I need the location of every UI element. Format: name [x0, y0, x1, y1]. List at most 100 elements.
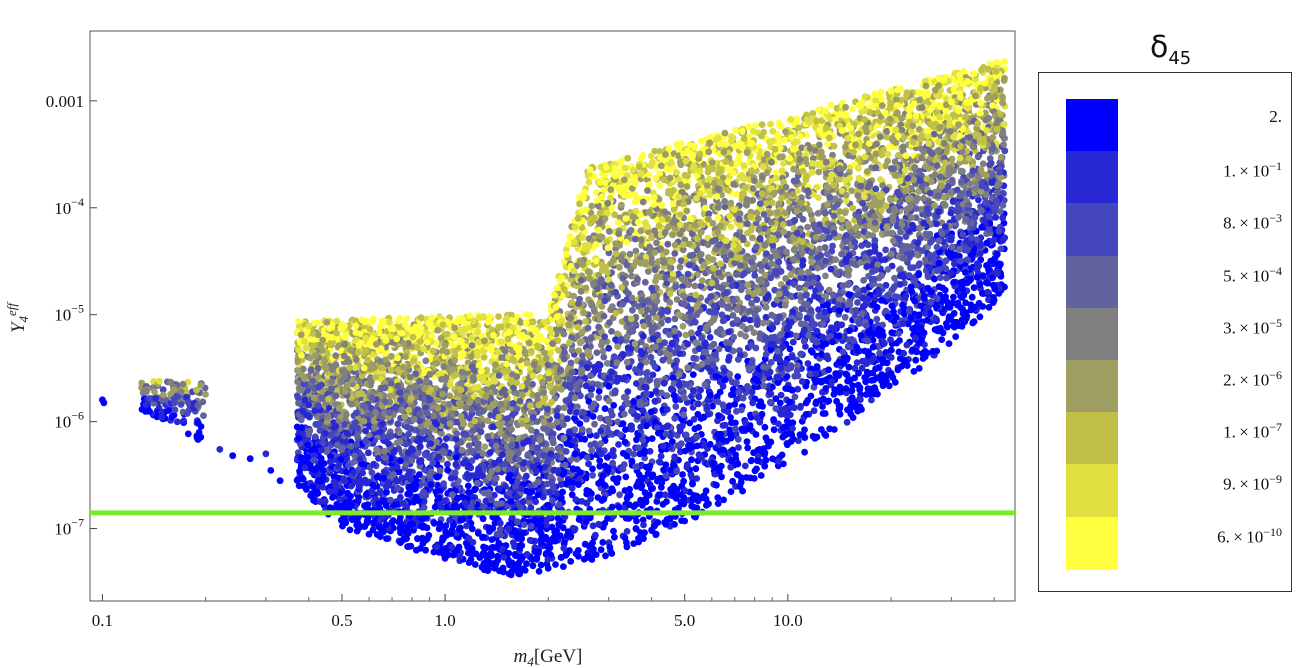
- data-point: [803, 131, 810, 139]
- data-point: [743, 240, 751, 248]
- data-point: [808, 168, 816, 176]
- data-point: [783, 331, 791, 339]
- data-point: [879, 321, 886, 329]
- data-point: [758, 121, 766, 128]
- data-point: [727, 199, 735, 207]
- data-point: [794, 385, 802, 393]
- data-point: [635, 444, 643, 452]
- data-point: [622, 473, 630, 481]
- data-point: [634, 218, 642, 226]
- data-point: [698, 277, 706, 284]
- data-point: [560, 563, 567, 570]
- data-point: [703, 501, 710, 509]
- data-point: [882, 246, 889, 254]
- data-point: [717, 222, 724, 230]
- data-point: [733, 190, 740, 198]
- data-point: [655, 491, 663, 499]
- data-point: [355, 493, 363, 501]
- data-point: [695, 393, 703, 401]
- data-point: [363, 517, 371, 524]
- data-point: [884, 266, 892, 273]
- data-point: [729, 477, 736, 485]
- data-point: [666, 351, 674, 359]
- data-point: [779, 433, 787, 441]
- data-point: [714, 500, 722, 507]
- data-point: [819, 233, 827, 241]
- data-point: [649, 371, 657, 379]
- data-point: [606, 543, 614, 551]
- data-point: [610, 256, 617, 264]
- data-point: [577, 392, 584, 400]
- data-point: [802, 399, 810, 407]
- data-point: [433, 543, 441, 551]
- data-point: [626, 250, 634, 258]
- data-point: [887, 336, 894, 344]
- data-point: [609, 459, 616, 467]
- data-point: [888, 329, 896, 337]
- data-point: [945, 340, 953, 347]
- data-point: [841, 313, 849, 321]
- data-point: [442, 528, 449, 536]
- data-point: [897, 228, 904, 236]
- data-point: [757, 472, 765, 479]
- data-point: [587, 299, 595, 307]
- data-point: [295, 399, 302, 407]
- data-point: [759, 402, 766, 410]
- data-point: [617, 158, 625, 165]
- data-point: [794, 187, 801, 195]
- data-point: [1001, 58, 1009, 65]
- data-point: [715, 412, 722, 419]
- data-point: [693, 246, 701, 254]
- data-point: [735, 152, 743, 160]
- data-point: [985, 304, 993, 311]
- data-point: [842, 385, 850, 392]
- data-point: [433, 473, 441, 481]
- data-point: [647, 353, 655, 361]
- data-point: [444, 460, 451, 468]
- data-point: [952, 333, 960, 340]
- data-point: [675, 504, 682, 512]
- data-point: [488, 536, 496, 543]
- data-point: [644, 268, 652, 275]
- data-point: [830, 142, 838, 150]
- data-point: [773, 318, 781, 326]
- data-point: [735, 444, 742, 451]
- data-point: [599, 539, 607, 546]
- data-point: [802, 343, 809, 350]
- data-point: [600, 353, 608, 361]
- data-point: [970, 284, 978, 291]
- data-point: [857, 332, 865, 339]
- data-point: [442, 435, 450, 442]
- data-point: [588, 447, 596, 454]
- data-point: [679, 246, 687, 254]
- data-point: [591, 420, 598, 428]
- data-point: [743, 438, 751, 446]
- data-point: [949, 111, 957, 119]
- data-point: [616, 263, 623, 271]
- data-point: [915, 312, 923, 320]
- data-point: [589, 471, 596, 479]
- data-point: [836, 389, 844, 396]
- data-point: [483, 385, 491, 393]
- data-point: [868, 396, 875, 404]
- data-point: [529, 562, 537, 570]
- data-point: [759, 163, 767, 171]
- data-points: [99, 58, 1009, 579]
- data-point: [720, 402, 728, 410]
- data-point: [702, 487, 710, 495]
- data-point: [294, 317, 302, 325]
- data-point: [595, 394, 603, 402]
- data-point: [729, 390, 737, 398]
- data-point: [683, 183, 691, 190]
- data-point: [600, 312, 608, 320]
- data-point: [893, 339, 901, 347]
- data-point: [484, 433, 492, 440]
- data-point: [684, 364, 692, 372]
- data-point: [481, 443, 489, 451]
- data-point: [562, 246, 570, 253]
- data-point: [948, 155, 956, 163]
- data-point: [596, 457, 604, 465]
- data-point: [602, 552, 609, 560]
- data-point: [637, 369, 644, 376]
